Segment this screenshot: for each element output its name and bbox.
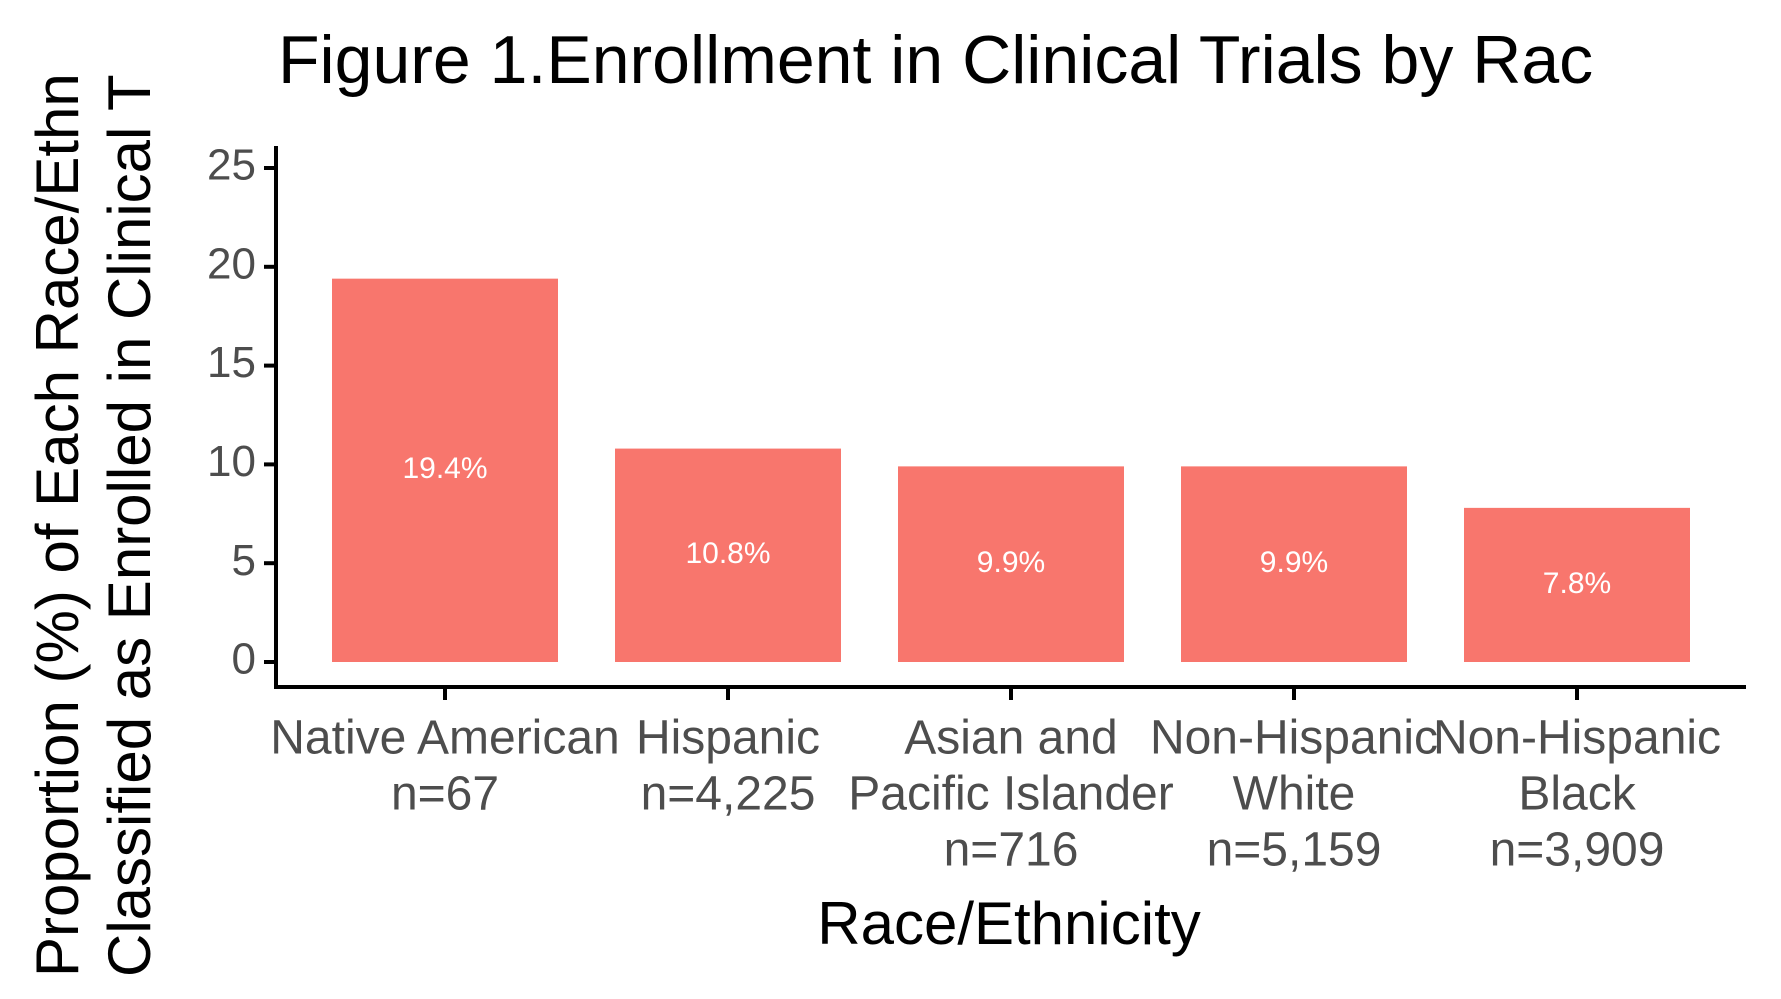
y-axis-label: Proportion (%) of Each Race/Ethn [24, 73, 91, 977]
bar [1464, 507, 1690, 662]
x-tick-label: Pacific Islander [848, 768, 1173, 821]
value-label: 10.8% [685, 537, 770, 570]
x-tick-label: n=716 [944, 824, 1079, 877]
bar [1181, 466, 1407, 662]
y-tick-label: 25 [207, 141, 256, 190]
y-tick-label: 5 [232, 536, 256, 585]
x-tick-label: Non-Hispanic [1150, 712, 1438, 765]
y-tick-label: 15 [207, 338, 256, 387]
y-axis-label: Classified as Enrolled in Clinical T [96, 74, 163, 977]
x-tick-label: Black [1518, 768, 1636, 821]
x-tick-label: n=67 [391, 768, 499, 821]
x-tick-label: Native American [270, 712, 619, 765]
value-label: 9.9% [1260, 546, 1328, 579]
bar [615, 448, 841, 662]
x-tick-label: Hispanic [636, 712, 820, 765]
x-tick-label: Asian and [904, 712, 1118, 765]
value-label: 9.9% [977, 546, 1045, 579]
x-tick-label: Non-Hispanic [1433, 712, 1721, 765]
chart-title: Figure 1.Enrollment in Clinical Trials b… [278, 22, 1593, 98]
y-tick-label: 0 [232, 635, 256, 684]
bar [898, 466, 1124, 662]
value-label: 19.4% [402, 452, 487, 485]
value-label: 7.8% [1543, 567, 1611, 600]
x-tick-label: n=3,909 [1490, 824, 1665, 877]
x-tick-label: n=4,225 [641, 768, 816, 821]
x-axis-label: Race/Ethnicity [817, 890, 1201, 957]
x-tick-label: White [1233, 768, 1356, 821]
bar [332, 278, 558, 662]
x-tick-label: n=5,159 [1207, 824, 1382, 877]
y-tick-label: 10 [207, 437, 256, 486]
y-tick-label: 20 [207, 239, 256, 288]
